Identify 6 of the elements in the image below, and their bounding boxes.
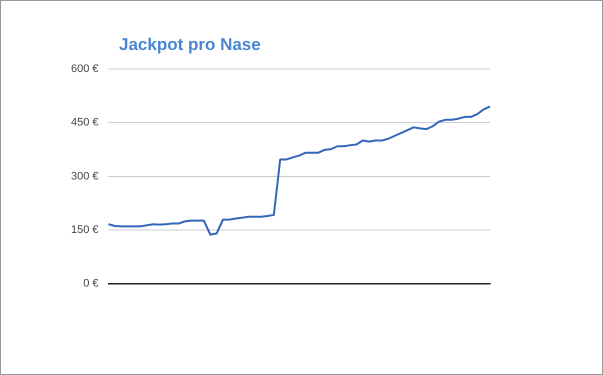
- y-tick-label: 300 €: [70, 170, 99, 182]
- y-tick-label: 450 €: [70, 116, 99, 129]
- y-tick-label: 600 €: [70, 63, 99, 76]
- chart-title: Jackpot pro Nase: [119, 35, 261, 55]
- y-tick-label: 150 €: [70, 224, 99, 236]
- y-tick-label: 0 €: [83, 278, 99, 290]
